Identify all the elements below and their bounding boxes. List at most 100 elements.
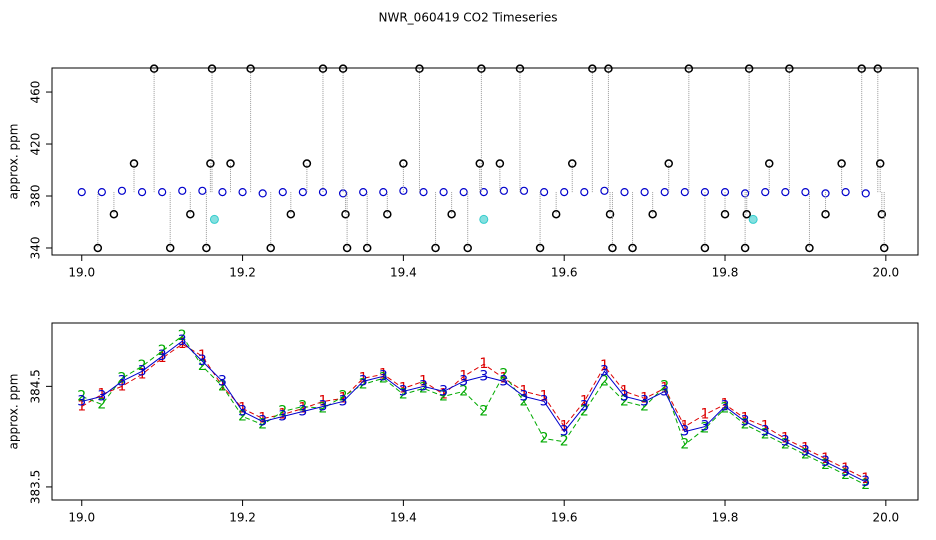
glyph-point: 3 (680, 424, 689, 440)
glyph-point: 3 (97, 388, 106, 404)
data-point (178, 186, 187, 195)
glyph-point: 2 (741, 417, 750, 433)
outlier-point (875, 159, 885, 168)
data-point (419, 188, 428, 197)
data-point (459, 188, 468, 197)
glyph-point: 3 (298, 404, 307, 420)
glyph-point: 1 (781, 431, 790, 447)
y-tick-label: 384.5 (29, 369, 43, 403)
glyph-point: 2 (841, 467, 850, 483)
glyph-point: 3 (258, 414, 267, 430)
glyph-point: 3 (540, 393, 549, 409)
x-tick-label: 20.0 (872, 511, 899, 525)
outlier-point (266, 243, 275, 253)
outlier-point (567, 159, 577, 168)
outlier-point (149, 64, 159, 73)
glyph-point: 1 (439, 386, 448, 402)
glyph-point: 2 (801, 447, 810, 463)
data-point (338, 189, 348, 198)
glyph-point: 2 (359, 376, 368, 392)
glyph-point: 3 (620, 388, 629, 404)
glyph-point: 2 (660, 378, 669, 394)
data-point (439, 188, 448, 197)
data-point (660, 188, 669, 197)
glyph-point: 1 (339, 390, 348, 406)
glyph-point: 1 (298, 400, 307, 416)
glyph-point: 3 (419, 378, 428, 394)
data-point (720, 188, 730, 197)
glyph-point: 1 (540, 388, 549, 404)
glyph-point: 2 (761, 427, 770, 443)
glyph-point: 3 (580, 398, 589, 414)
glyph-point: 2 (459, 383, 468, 399)
glyph-point: 2 (439, 388, 448, 404)
glyph-point: 3 (841, 464, 850, 480)
outlier-point (664, 159, 673, 168)
glyph-point: 3 (178, 333, 187, 349)
outlier-point (202, 243, 211, 253)
x-tick-label: 19.8 (712, 266, 739, 280)
data-point (117, 186, 127, 195)
outlier-point (318, 64, 328, 73)
data-point (379, 188, 388, 197)
glyph-point: 3 (801, 444, 810, 460)
outlier-point (93, 243, 103, 253)
x-tick-label: 20.0 (872, 266, 899, 280)
data-point (640, 188, 649, 197)
outlier-point (129, 159, 139, 168)
data-point (298, 188, 307, 197)
glyph-point: 1 (700, 407, 709, 423)
glyph-point: 1 (761, 419, 770, 435)
x-tick-label: 19.6 (551, 266, 578, 280)
x-tick-label: 19.8 (712, 511, 739, 525)
y-tick-label: 460 (29, 81, 43, 104)
outlier-point (431, 243, 440, 253)
glyph-point: 2 (721, 400, 730, 416)
glyph-point: 2 (560, 434, 569, 450)
glyph-point: 2 (419, 380, 428, 396)
outlier-point (286, 209, 296, 219)
y-tick-label: 420 (29, 133, 43, 156)
glyph-point: 3 (640, 393, 649, 409)
outlier-point (226, 159, 235, 168)
glyph-point: 3 (741, 414, 750, 430)
x-tick-label: 19.2 (229, 511, 256, 525)
glyph-point: 2 (680, 437, 689, 453)
glyph-point: 2 (117, 370, 126, 386)
data-point (238, 188, 247, 197)
glyph-point: 3 (439, 383, 448, 399)
glyph-point: 1 (801, 441, 810, 457)
data-point (278, 188, 287, 197)
glyph-point: 2 (218, 378, 227, 394)
series-line (81, 335, 866, 486)
glyph-point: 1 (680, 419, 689, 435)
outlier-point (837, 159, 846, 168)
outlier-point (495, 159, 505, 168)
glyph-point: 1 (278, 407, 287, 423)
x-tick-label: 19.0 (68, 266, 95, 280)
outlier-point (362, 243, 372, 253)
glyph-point: 2 (238, 409, 247, 425)
glyph-point: 2 (339, 388, 348, 404)
glyph-point: 3 (761, 424, 770, 440)
outlier-point (742, 209, 751, 219)
outlier-point (207, 64, 217, 73)
glyph-point: 3 (339, 393, 348, 409)
y-tick-label: 340 (29, 237, 43, 260)
outlier-point (475, 159, 485, 168)
data-point (399, 186, 408, 195)
data-point (499, 186, 508, 195)
data-point (77, 188, 86, 197)
glyph-point: 3 (238, 404, 247, 420)
glyph-point: 1 (479, 356, 488, 372)
chart-title: NWR_060419 CO2 Timeseries (379, 11, 558, 25)
glyph-point: 3 (77, 393, 86, 409)
glyph-point: 2 (399, 386, 408, 402)
glyph-point: 3 (520, 388, 529, 404)
data-point (218, 188, 227, 197)
glyph-point: 3 (721, 398, 730, 414)
flag-point (209, 214, 219, 224)
series-line (81, 340, 866, 483)
glyph-point: 1 (620, 383, 629, 399)
